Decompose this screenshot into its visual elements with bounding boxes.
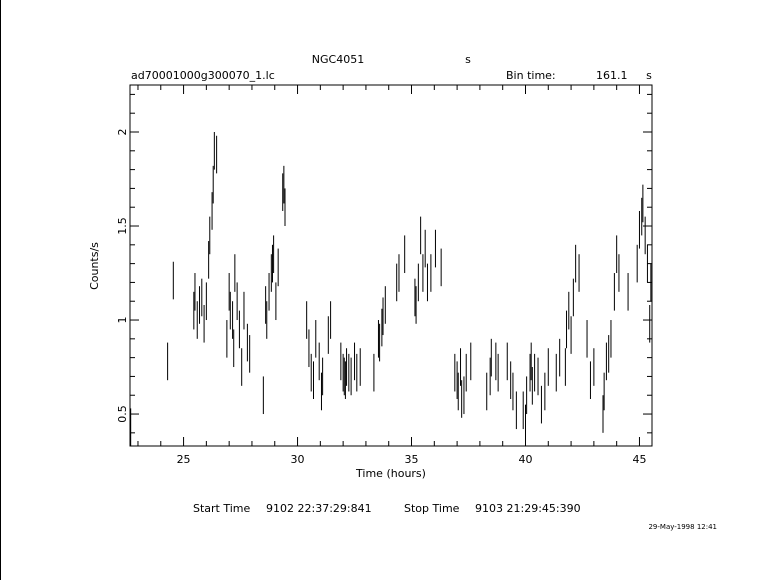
start-time-value: 9102 22:37:29:841 bbox=[266, 502, 372, 515]
x-tick-label: 40 bbox=[518, 453, 532, 466]
bin-time-value: 161.1 bbox=[596, 69, 628, 82]
stop-time-label: Stop Time bbox=[404, 502, 460, 515]
y-tick-label: 0.5 bbox=[116, 405, 129, 423]
bin-time-unit: s bbox=[646, 69, 652, 82]
x-tick-label: 35 bbox=[405, 453, 419, 466]
y-tick-label: 1 bbox=[116, 317, 129, 324]
object-name: NGC4051 bbox=[312, 53, 364, 66]
x-tick-label: 25 bbox=[177, 453, 191, 466]
x-tick-label: 45 bbox=[632, 453, 646, 466]
x-tick-label: 30 bbox=[291, 453, 305, 466]
axis-ticks bbox=[130, 85, 652, 446]
data-marks bbox=[130, 132, 652, 446]
y-tick-label: 2 bbox=[116, 129, 129, 136]
unit-flag: s bbox=[465, 53, 471, 66]
start-time-label: Start Time bbox=[193, 502, 251, 515]
file-name: ad70001000g300070_1.lc bbox=[131, 69, 275, 82]
left-border bbox=[0, 0, 1, 580]
y-axis-label: Counts/s bbox=[88, 242, 101, 290]
y-tick-label: 1.5 bbox=[116, 217, 129, 235]
axis-tick-labels: 25 30 35 40 45 0.5 1 1.5 2 bbox=[116, 129, 646, 466]
plot-timestamp: 29-May-1998 12:41 bbox=[648, 523, 717, 531]
stop-time-value: 9103 21:29:45:390 bbox=[475, 502, 581, 515]
x-axis-label: Time (hours) bbox=[355, 467, 426, 480]
plot-frame bbox=[129, 84, 653, 447]
bin-time-label: Bin time: bbox=[506, 69, 556, 82]
